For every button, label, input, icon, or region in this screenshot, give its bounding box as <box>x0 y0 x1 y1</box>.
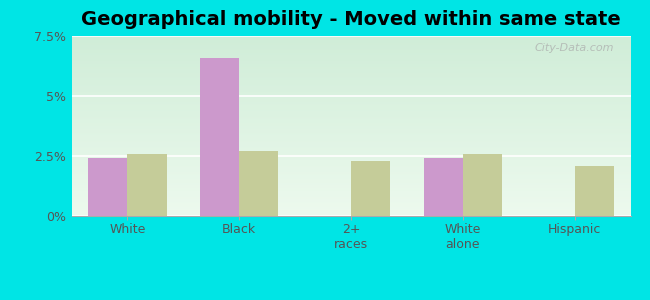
Bar <box>351 161 390 216</box>
Title: Geographical mobility - Moved within same state: Geographical mobility - Moved within sam… <box>81 10 621 29</box>
Bar <box>424 158 463 216</box>
Text: City-Data.com: City-Data.com <box>534 43 614 53</box>
Bar <box>575 166 614 216</box>
Bar <box>463 154 502 216</box>
Bar <box>239 151 278 216</box>
Bar <box>200 58 239 216</box>
Bar <box>127 154 166 216</box>
Bar <box>88 158 127 216</box>
